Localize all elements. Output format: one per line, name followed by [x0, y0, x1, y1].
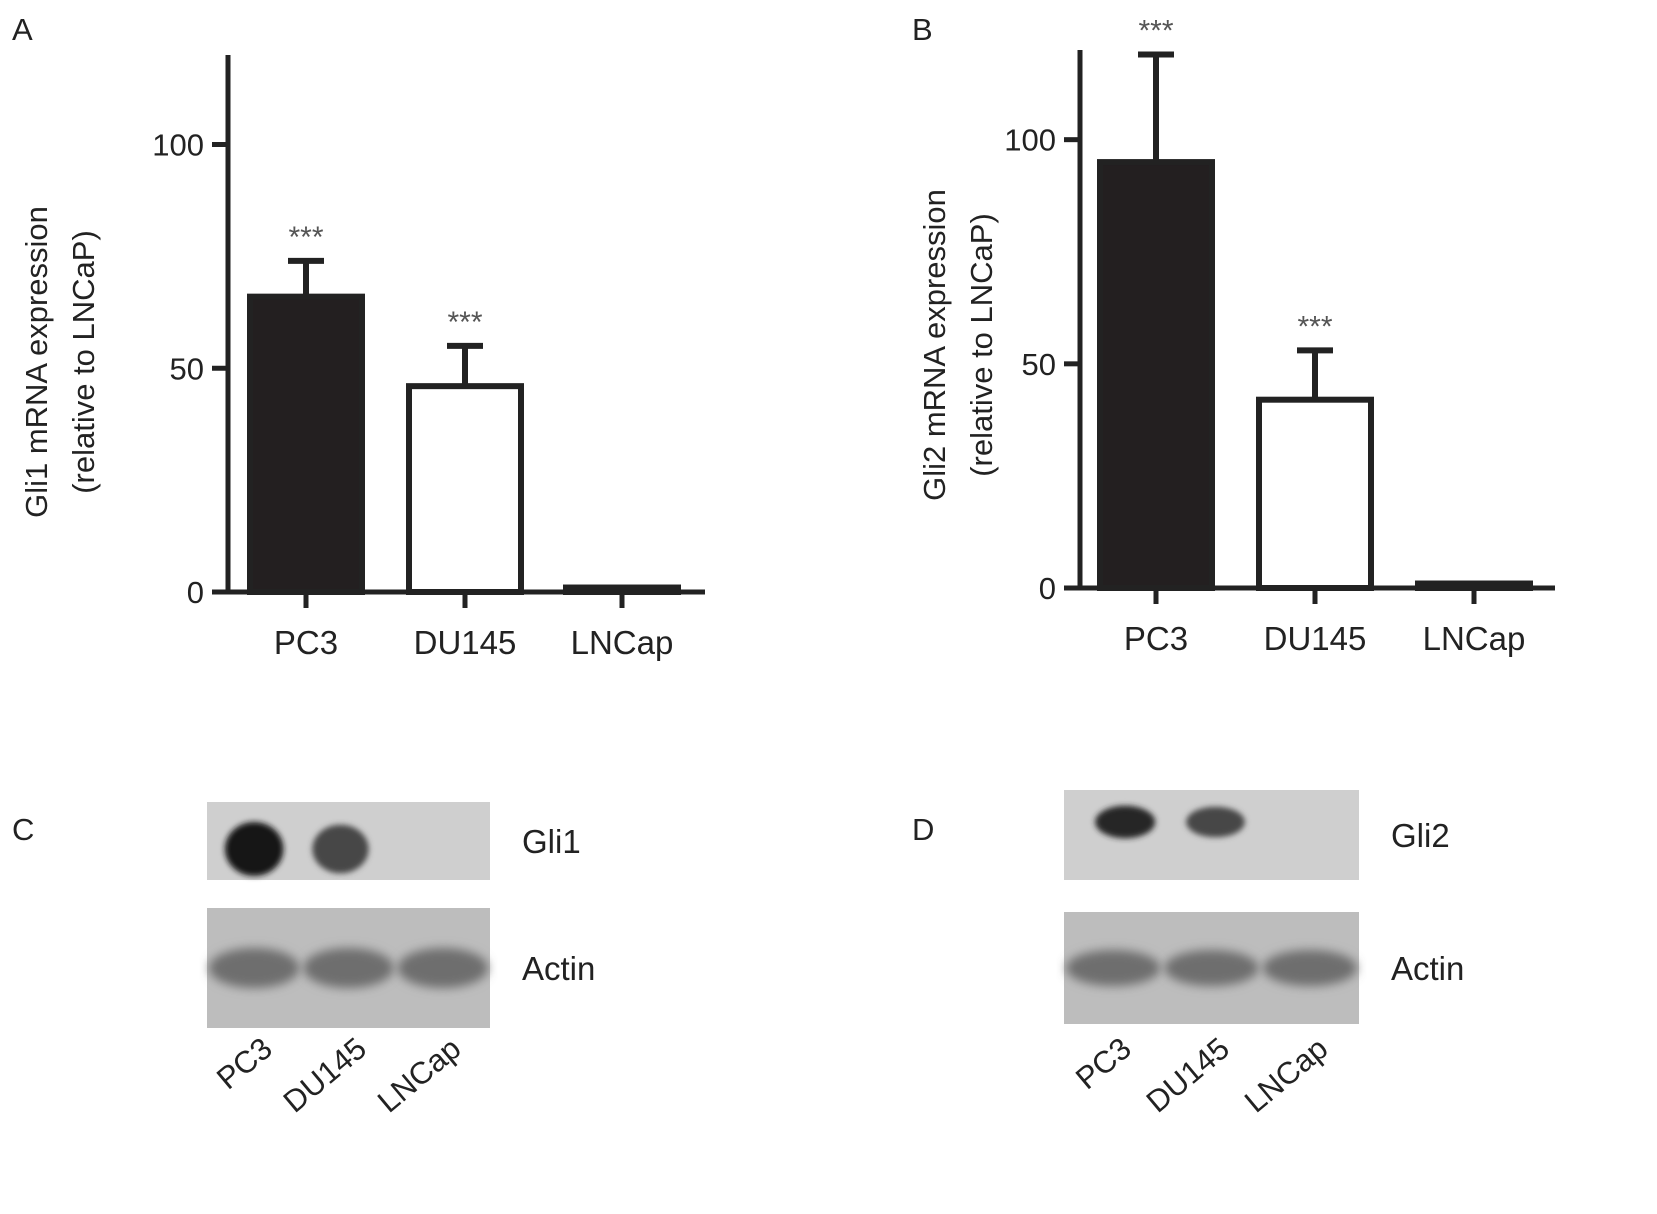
y-tick-label: 100: [1004, 123, 1056, 158]
chart-a-gli1-mrna: Gli1 mRNA expression (relative to LNCaP)…: [19, 55, 705, 661]
x-tick-label: DU145: [1264, 620, 1367, 657]
y-tick-label: 0: [187, 575, 204, 610]
band-actin-lncap: [397, 948, 489, 988]
y-tick-label: 50: [1022, 347, 1056, 382]
bar-du145: [1256, 396, 1374, 592]
band-gli2-du145: [1186, 806, 1245, 838]
significance-marker: ***: [1138, 14, 1173, 47]
y-axis-label-line2: (relative to LNCaP): [964, 213, 999, 477]
lane-label: PC3: [210, 1031, 279, 1097]
blot-row-label: Gli1: [522, 823, 581, 860]
bar-lncap: [1415, 580, 1533, 591]
y-tick-label: 50: [170, 351, 204, 386]
panel-label-c: C: [12, 812, 34, 847]
bar-du145: [406, 383, 524, 595]
lane-label: DU145: [277, 1031, 373, 1120]
blot-row-label: Actin: [1391, 950, 1464, 987]
bar-pc3: [1097, 159, 1215, 591]
band-gli1-pc3: [224, 822, 284, 876]
lane-label: LNCap: [1238, 1031, 1334, 1120]
y-axis-label-line2: (relative to LNCaP): [66, 230, 101, 494]
x-tick-label: PC3: [274, 624, 338, 661]
x-tick-label: PC3: [1124, 620, 1188, 657]
bar-lncap: [563, 584, 681, 596]
lane-label: LNCap: [371, 1031, 467, 1120]
x-tick-label: LNCap: [1423, 620, 1526, 657]
chart-b-gli2-mrna: Gli2 mRNA expression (relative to LNCaP)…: [917, 14, 1555, 657]
blot-row-label: Gli2: [1391, 817, 1450, 854]
y-tick-label: 0: [1039, 571, 1056, 606]
significance-marker: ***: [1297, 310, 1332, 343]
band-actin-du145: [1164, 950, 1259, 986]
y-axis-label-line1: Gli2 mRNA expression: [917, 189, 952, 501]
significance-marker: ***: [288, 221, 323, 254]
x-tick-label: LNCap: [571, 624, 674, 661]
band-actin-pc3: [208, 948, 300, 988]
significance-marker: ***: [447, 306, 482, 339]
band-gli1-du145: [312, 824, 369, 874]
y-tick-label: 100: [152, 128, 204, 163]
western-blot-d: Gli2 Actin PC3 DU145 LNCap: [1064, 790, 1464, 1119]
lane-label: DU145: [1140, 1031, 1236, 1120]
panel-label-b: B: [912, 12, 933, 47]
bar-pc3: [247, 293, 365, 595]
band-actin-lncap: [1262, 950, 1358, 986]
y-axis-label-line1: Gli1 mRNA expression: [19, 206, 54, 518]
band-actin-pc3: [1065, 950, 1161, 986]
band-actin-du145: [303, 948, 394, 988]
x-tick-label: DU145: [414, 624, 517, 661]
panel-label-a: A: [12, 12, 33, 47]
panel-label-d: D: [912, 812, 934, 847]
band-gli2-pc3: [1095, 805, 1156, 839]
lane-label: PC3: [1069, 1031, 1138, 1097]
blot-row-label: Actin: [522, 950, 595, 987]
